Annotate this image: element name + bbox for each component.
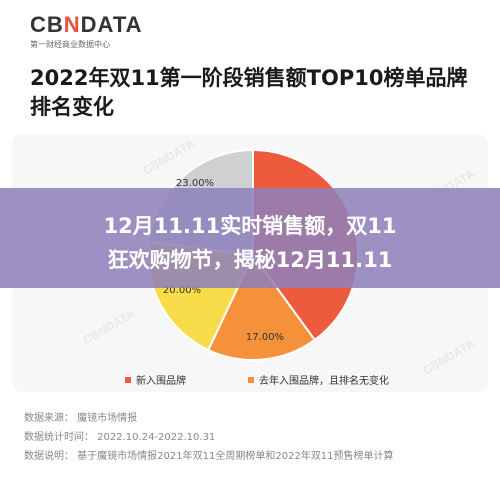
legend-item-unchanged: 去年入围品牌，且排名无变化 [248,372,389,387]
pie-label-1: 17.00% [246,332,284,343]
logo-suffix: DATA [80,12,143,37]
pie-label-2: 20.00% [163,285,201,296]
legend-item-new: 新入围品牌 [125,372,186,387]
logo-mark: N [63,12,81,37]
logo-prefix: CB [30,12,64,37]
legend-label-unchanged: 去年入围品牌，且排名无变化 [259,376,389,387]
overlay-banner: 12月11.11实时销售额，双11 狂欢购物节，揭秘12月11.11 [0,188,500,288]
banner-line-2: 狂欢购物节，揭秘12月11.11 [107,248,393,272]
chart-title: 2022年双11第一阶段销售额TOP10榜单品牌排名变化 [30,66,468,119]
cbndata-logo: CBNDATA [30,12,143,38]
footer-note: 数据说明： 基于魔镜市场情报2021年双11全周期榜单和2022年双11预售榜单… [24,451,394,462]
legend-swatch-new [125,376,131,383]
logo-subtitle: 第一财经商业数据中心 [30,40,110,49]
footer-source: 数据来源： 魔镜市场情报 [24,413,138,424]
pie-slice-1 [206,253,317,361]
footer-period: 数据统计时间： 2022.10.24-2022.10.31 [24,432,216,443]
pie-label-3: 23.00% [176,178,214,189]
footer: 数据来源： 魔镜市场情报 数据统计时间： 2022.10.24-2022.10.… [24,409,394,466]
header: CBNDATA 第一财经商业数据中心 [30,12,143,50]
banner-line-1: 12月11.11实时销售额，双11 [103,214,397,238]
legend-label-new: 新入围品牌 [136,376,186,387]
legend-swatch-unchanged [248,376,254,383]
